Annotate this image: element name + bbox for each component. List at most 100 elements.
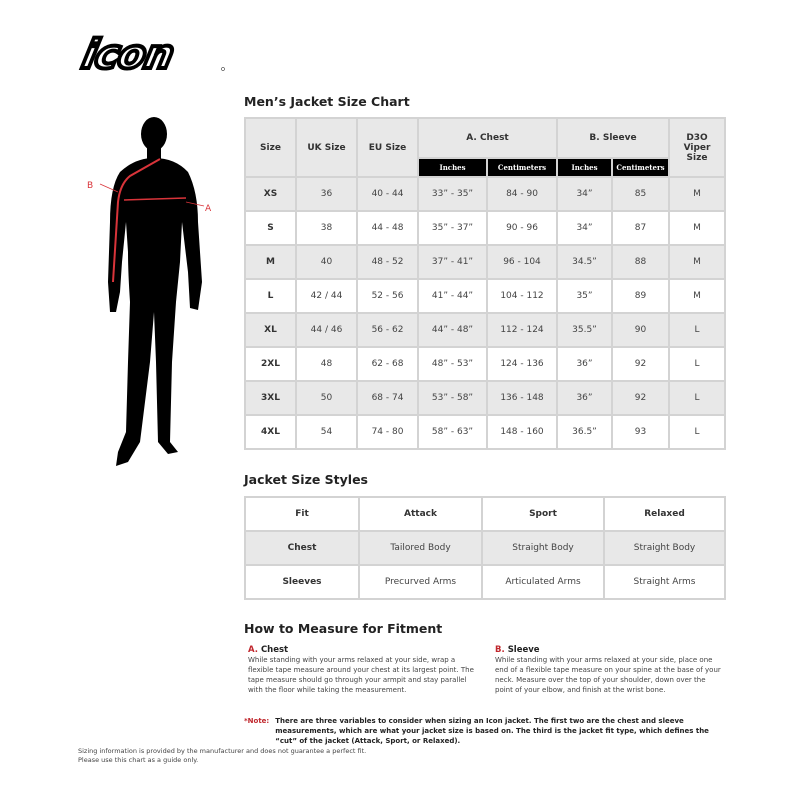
size-cell: M <box>244 244 297 280</box>
size-row: M 40 48 - 52 37” - 41” 96 - 104 34.5” 88 M <box>244 244 727 280</box>
style-cell: Relaxed <box>603 496 726 532</box>
size-row: 4XL 54 74 - 80 58” - 63” 148 - 160 36.5” 93 L <box>244 414 727 450</box>
size-cell: M <box>668 244 727 280</box>
size-cell: M <box>668 210 727 246</box>
size-cell: 54 <box>295 414 358 450</box>
note-label: *Note: <box>244 717 270 725</box>
size-cell: 88 <box>610 244 671 280</box>
size-cell: L <box>668 414 727 450</box>
sleeve-instructions: B. Sleeve While standing with your arms … <box>495 645 725 695</box>
label-b: B <box>87 181 93 191</box>
size-cell: 48 <box>295 346 358 382</box>
size-cell: 44” - 48” <box>417 312 488 348</box>
size-cell: 53” - 58” <box>417 380 488 416</box>
size-cell: 62 - 68 <box>356 346 419 382</box>
size-cell: 2XL <box>244 346 297 382</box>
chest-instructions: A. Chest While standing with your arms r… <box>248 645 478 695</box>
size-cell: 48 - 52 <box>356 244 419 280</box>
body-figure: B A <box>80 112 230 476</box>
size-row: XS 36 40 - 44 33” - 35” 84 - 90 34” 85 M <box>244 176 727 212</box>
header-chest: A. Chest <box>417 117 558 159</box>
chest-letter: A. <box>248 645 258 655</box>
size-cell: 40 - 44 <box>356 176 419 212</box>
footer-line-2: Please use this chart as a guide only. <box>78 756 199 764</box>
size-cell: S <box>244 210 297 246</box>
size-cell: 42 / 44 <box>295 278 358 314</box>
style-cell: Sleeves <box>244 564 360 600</box>
footer-line-1: Sizing information is provided by the ma… <box>78 747 367 755</box>
icon-logo: icon <box>76 28 228 80</box>
header-sleeve: B. Sleeve <box>555 117 671 159</box>
size-cell: 112 - 124 <box>486 312 558 348</box>
note-text: There are three variables to consider wh… <box>275 717 709 745</box>
size-cell: 36 <box>295 176 358 212</box>
size-cell: L <box>668 346 727 382</box>
style-cell: Straight Body <box>603 530 726 566</box>
subheader-sleeve-inches: Inches <box>556 157 613 178</box>
size-cell: 74 - 80 <box>356 414 419 450</box>
style-cell: Straight Body <box>481 530 605 566</box>
style-cell: Fit <box>244 496 360 532</box>
size-chart-title: Men’s Jacket Size Chart <box>244 94 410 109</box>
size-cell: 36” <box>556 346 613 382</box>
size-row: L 42 / 44 52 - 56 41” - 44” 104 - 112 35” 89 M <box>244 278 727 314</box>
subheader-chest-cm: Centimeters <box>486 157 558 178</box>
label-a: A <box>205 204 212 214</box>
svg-text:icon: icon <box>78 32 177 74</box>
style-row: Fit Attack Sport Relaxed <box>244 496 726 532</box>
size-cell: 92 <box>610 346 671 382</box>
size-cell: 93 <box>610 414 671 450</box>
styles-title: Jacket Size Styles <box>244 472 368 487</box>
size-cell: 89 <box>610 278 671 314</box>
style-cell: Attack <box>358 496 483 532</box>
size-cell: 3XL <box>244 380 297 416</box>
style-cell: Articulated Arms <box>481 564 605 600</box>
size-cell: 34” <box>556 210 613 246</box>
size-cell: 52 - 56 <box>356 278 419 314</box>
size-row: S 38 44 - 48 35” - 37” 90 - 96 34” 87 M <box>244 210 727 246</box>
size-cell: 84 - 90 <box>486 176 558 212</box>
size-cell: 96 - 104 <box>486 244 558 280</box>
sleeve-letter: B. <box>495 645 505 655</box>
header-d3o: D3O Viper Size <box>668 117 727 178</box>
size-cell: 36.5” <box>556 414 613 450</box>
header-uk: UK Size <box>295 117 358 178</box>
size-cell: 35” <box>556 278 613 314</box>
size-cell: 36” <box>556 380 613 416</box>
size-cell: 35.5” <box>556 312 613 348</box>
style-cell: Chest <box>244 530 360 566</box>
size-cell: L <box>668 312 727 348</box>
size-cell: 34” <box>556 176 613 212</box>
size-cell: 35” - 37” <box>417 210 488 246</box>
size-cell: L <box>668 380 727 416</box>
size-cell: 87 <box>610 210 671 246</box>
size-row: 2XL 48 62 - 68 48” - 53” 124 - 136 36” 92 L <box>244 346 727 382</box>
size-cell: 33” - 35” <box>417 176 488 212</box>
size-cell: 44 / 46 <box>295 312 358 348</box>
chest-label: Chest <box>260 645 289 655</box>
measure-title: How to Measure for Fitment <box>244 621 443 636</box>
size-cell: 90 <box>610 312 671 348</box>
size-cell: 104 - 112 <box>486 278 558 314</box>
sleeve-text: While standing with your arms relaxed at… <box>495 656 721 694</box>
subheader-sleeve-cm: Centimeters <box>610 157 671 178</box>
size-cell: 38 <box>295 210 358 246</box>
size-cell: 124 - 136 <box>486 346 558 382</box>
size-cell: L <box>244 278 297 314</box>
size-cell: 92 <box>610 380 671 416</box>
size-row: XL 44 / 46 56 - 62 44” - 48” 112 - 124 35.5” 9… <box>244 312 727 348</box>
style-cell: Straight Arms <box>603 564 726 600</box>
styles-table: Fit Attack Sport Relaxed Chest Tailored Body S… <box>244 496 726 600</box>
size-cell: 90 - 96 <box>486 210 558 246</box>
style-row: Sleeves Precurved Arms Articulated Arms Str… <box>244 564 726 600</box>
size-cell: M <box>668 176 727 212</box>
footer-disclaimer: Sizing information is provided by the ma… <box>78 747 366 765</box>
header-eu: EU Size <box>356 117 419 178</box>
style-row: Chest Tailored Body Straight Body Straight … <box>244 530 726 566</box>
size-cell: 85 <box>610 176 671 212</box>
size-cell: 4XL <box>244 414 297 450</box>
size-cell: 48” - 53” <box>417 346 488 382</box>
size-row: 3XL 50 68 - 74 53” - 58” 136 - 148 36” 92 L <box>244 380 727 416</box>
header-size: Size <box>244 117 297 178</box>
style-cell: Precurved Arms <box>358 564 483 600</box>
